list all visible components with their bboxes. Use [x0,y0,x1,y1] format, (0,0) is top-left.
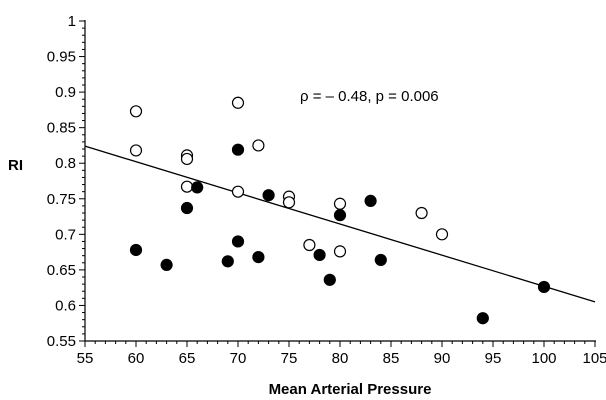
y-tick-label: 0.75 [47,191,76,208]
y-axis-label: RI [8,157,23,174]
x-tick-label: 60 [128,350,145,367]
filled-data-point [333,209,347,222]
y-tick-label: 0.85 [47,120,76,137]
x-tick-label: 105 [582,350,606,367]
open-data-point [415,206,428,220]
open-data-point [129,105,143,118]
x-tick-label: 100 [531,350,556,367]
open-data-point [231,96,245,109]
open-data-point [129,144,143,157]
filled-data-point [221,255,234,268]
y-axis-ticks: 0.55 0.6 0.65 0.7 0.75 0.8 0.85 0.9 0.95 1 [47,13,85,350]
filled-data-point [252,250,265,264]
x-tick-label: 90 [434,350,451,367]
y-tick-label: 0.6 [55,297,76,314]
filled-data-point [364,194,377,208]
y-tick-label: 0.7 [55,226,76,243]
correlation-annotation: ρ = – 0.48, p = 0.006 [300,88,439,105]
x-tick-label: 55 [77,350,94,367]
open-data-point [231,185,245,198]
open-data-point [282,196,296,209]
filled-data-point [191,181,204,194]
open-data-point [303,238,316,252]
x-tick-label: 65 [179,350,196,367]
filled-data-point [160,258,173,272]
filled-data-point [374,253,387,267]
filled-data-point [537,280,551,294]
filled-data-point [129,243,143,257]
filled-data-point [231,143,245,156]
y-tick-label: 0.9 [55,84,76,101]
data-points [129,96,551,325]
filled-data-point [476,312,489,325]
x-tick-label: 75 [281,350,298,367]
y-tick-label: 0.95 [47,49,76,66]
x-axis-label: Mean Arterial Pressure [269,381,432,398]
y-tick-label: 0.55 [47,333,76,350]
y-tick-label: 0.8 [55,155,76,172]
x-tick-label: 70 [230,350,247,367]
open-data-point [333,245,347,258]
open-data-point [180,180,194,193]
y-tick-label: 0.65 [47,262,76,279]
axes [84,20,596,342]
x-tick-label: 95 [485,350,502,367]
y-tick-label: 1 [68,13,76,30]
filled-data-point [313,248,326,262]
filled-data-point [231,235,245,248]
trend-line [84,145,596,303]
open-data-point [435,228,449,241]
open-data-point [180,152,194,166]
filled-data-point [323,273,336,286]
filled-data-point [180,201,194,215]
open-data-point [252,139,265,152]
x-tick-label: 85 [383,350,400,367]
filled-data-point [262,189,275,202]
x-axis-ticks: 55 60 65 70 75 80 85 90 95 100 105 [77,341,606,367]
open-data-point [333,197,347,210]
x-tick-label: 80 [332,350,349,367]
